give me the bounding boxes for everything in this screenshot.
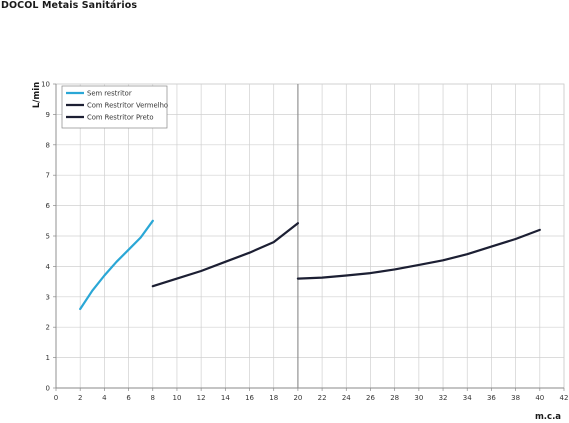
page-title: DOCOL Metais Sanitários	[1, 0, 138, 11]
y-tick-label: 7	[46, 172, 50, 180]
y-tick-label: 0	[46, 385, 50, 393]
series-line-1	[79, 219, 154, 311]
y-tick-label: 9	[46, 111, 50, 119]
y-axis-label: L/min	[32, 82, 42, 108]
x-tick-label: 26	[366, 394, 375, 402]
x-tick-label: 8	[151, 394, 155, 402]
x-tick-label: 0	[54, 394, 58, 402]
x-tick-label: 36	[487, 394, 496, 402]
x-tick-label: 34	[463, 394, 472, 402]
x-tick-label: 6	[126, 394, 131, 402]
legend: Sem restritor Com Restritor Vermelho Com R…	[61, 85, 168, 129]
legend-label-2: Com Restritor Vermelho	[87, 101, 168, 109]
x-tick-label: 38	[511, 394, 520, 402]
y-tick-label: 6	[46, 202, 51, 210]
y-tick-label: 10	[41, 81, 50, 89]
x-tick-label: 16	[245, 394, 254, 402]
x-tick-label: 14	[221, 394, 230, 402]
y-tick-label: 5	[46, 233, 50, 241]
x-axis-label: m.c.a	[535, 412, 561, 422]
x-tick-label: 30	[414, 394, 423, 402]
x-tick-label: 12	[197, 394, 206, 402]
x-tick-label: 24	[342, 394, 351, 402]
series-lines	[79, 219, 541, 311]
y-tick-label: 2	[46, 324, 50, 332]
y-tick-labels: 0 1 2 3 4 5 6 7 8 9 10	[41, 81, 56, 393]
y-tick-label: 3	[46, 293, 50, 301]
x-tick-label: 10	[172, 394, 181, 402]
series-line-2	[151, 222, 299, 288]
x-tick-label: 18	[269, 394, 278, 402]
x-tick-label: 28	[390, 394, 399, 402]
x-tick-label: 2	[78, 394, 82, 402]
series-line-3	[296, 228, 541, 280]
x-tick-label: 20	[293, 394, 302, 402]
legend-label-1: Sem restritor	[87, 89, 132, 97]
x-tick-label: 22	[318, 394, 327, 402]
grid-lines	[55, 83, 565, 389]
y-tick-label: 8	[46, 141, 50, 149]
x-tick-label: 32	[439, 394, 448, 402]
x-tick-labels: 0 2 4 6 8 10 12 14 16 18 20 22 24 26 28 30 32 34 36 38 40 42	[54, 388, 569, 402]
x-tick-label: 4	[102, 394, 107, 402]
y-tick-label: 1	[46, 354, 50, 362]
y-tick-label: 4	[46, 263, 51, 271]
x-tick-label: 42	[560, 394, 569, 402]
legend-label-3: Com Restritor Preto	[87, 113, 154, 121]
x-tick-label: 40	[535, 394, 544, 402]
